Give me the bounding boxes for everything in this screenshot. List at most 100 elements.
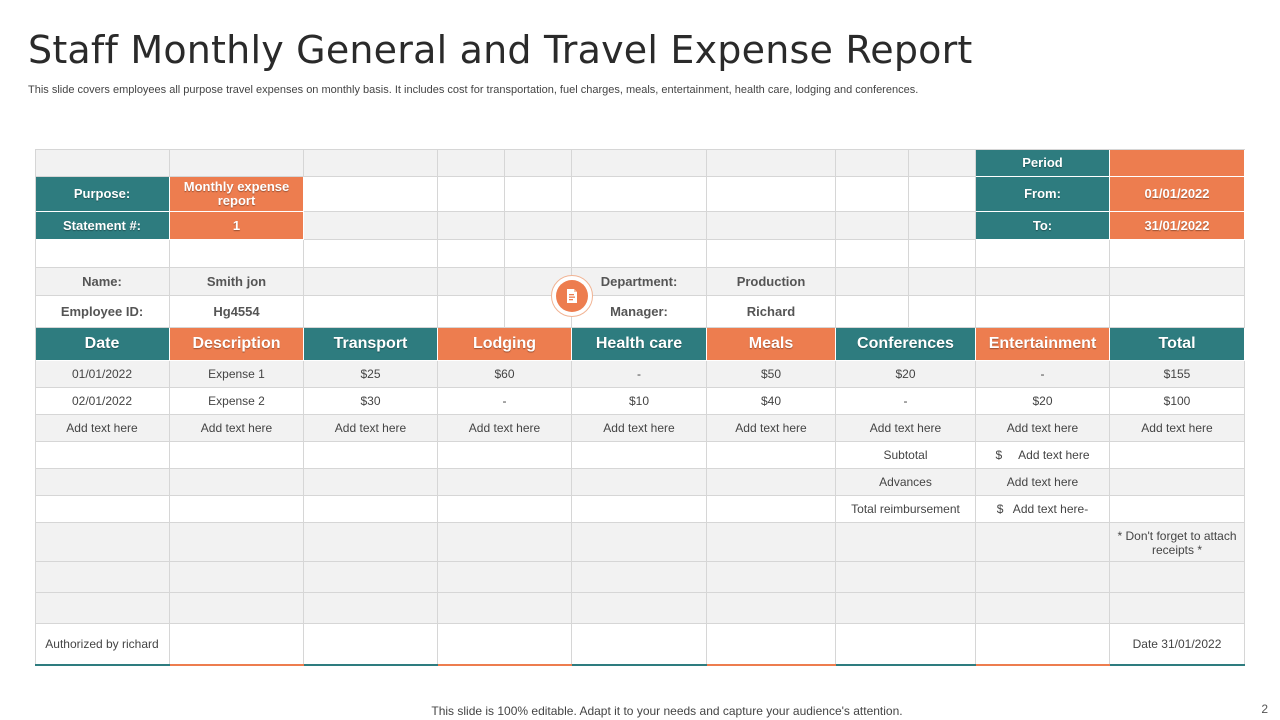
blank-cell [572,442,707,469]
blank-cell [438,624,572,665]
blank-cell [35,240,170,268]
table-cell[interactable]: $20 [976,388,1110,415]
blank-cell [707,523,836,562]
table-bottom-accent [35,664,1245,666]
table-cell[interactable]: Add text here [438,415,572,442]
statement-value[interactable]: 1 [170,212,304,240]
department-value[interactable]: Production [707,268,836,296]
accent-segment [438,664,572,666]
accent-segment [170,664,304,666]
blank-cell [909,212,976,240]
table-cell[interactable]: $25 [304,361,438,388]
table-cell[interactable]: Add text here [35,415,170,442]
column-header-date: Date [35,328,170,361]
table-cell[interactable]: $20 [836,361,976,388]
blank-cell [438,496,572,523]
table-cell[interactable]: Expense 1 [170,361,304,388]
blank-cell [976,268,1110,296]
employee-id-value[interactable]: Hg4554 [170,296,304,328]
blank-cell [438,296,505,328]
manager-value[interactable]: Richard [707,296,836,328]
blank-cell [976,593,1110,624]
table-cell[interactable]: 01/01/2022 [35,361,170,388]
signoff-date[interactable]: Date 31/01/2022 [1110,624,1245,665]
table-cell[interactable]: - [836,388,976,415]
blank-cell [707,624,836,665]
blank-cell [304,149,438,177]
table-cell[interactable]: - [438,388,572,415]
to-value[interactable]: 31/01/2022 [1110,212,1245,240]
blank-cell [572,177,707,212]
blank-cell [438,268,505,296]
table-cell[interactable]: Add text here [170,415,304,442]
blank-cell [170,469,304,496]
name-value[interactable]: Smith jon [170,268,304,296]
blank-cell [438,593,572,624]
blank-cell [505,149,572,177]
blank-cell [304,562,438,593]
blank-cell [35,469,170,496]
blank-cell [304,593,438,624]
blank-cell [572,624,707,665]
accent-segment [707,664,836,666]
page-number: 2 [1261,702,1268,716]
blank-cell [836,624,976,665]
table-cell[interactable]: $60 [438,361,572,388]
total-reimbursement-label: Total reimbursement [836,496,976,523]
table-cell[interactable]: - [976,361,1110,388]
column-header-meals: Meals [707,328,836,361]
table-cell[interactable]: Add text here [304,415,438,442]
blank-cell [707,469,836,496]
blank-cell [572,593,707,624]
from-value[interactable]: 01/01/2022 [1110,177,1245,212]
purpose-value[interactable]: Monthly expense report [170,177,304,212]
blank-cell [438,177,505,212]
blank-cell [438,240,505,268]
blank-cell [909,240,976,268]
blank-cell [438,442,572,469]
blank-cell [572,496,707,523]
advances-label: Advances [836,469,976,496]
table-cell[interactable]: $155 [1110,361,1245,388]
table-cell[interactable]: Add text here [1110,415,1245,442]
table-cell[interactable]: $100 [1110,388,1245,415]
blank-cell [304,496,438,523]
table-cell[interactable]: Add text here [836,415,976,442]
blank-cell [707,212,836,240]
blank-cell [836,240,909,268]
table-cell[interactable]: Add text here [976,415,1110,442]
page-subtitle: This slide covers employees all purpose … [28,84,919,96]
table-cell[interactable]: $30 [304,388,438,415]
table-cell[interactable]: $10 [572,388,707,415]
subtotal-value[interactable]: $ Add text here [976,442,1110,469]
authorized-by[interactable]: Authorized by richard [35,624,170,665]
name-label: Name: [35,268,170,296]
advances-value[interactable]: Add text here [976,469,1110,496]
column-header-description: Description [170,328,304,361]
blank-cell [1110,268,1245,296]
document-icon-badge [551,275,593,317]
blank-cell [505,212,572,240]
table-cell[interactable]: $50 [707,361,836,388]
blank-cell [572,562,707,593]
table-cell[interactable]: $40 [707,388,836,415]
table-cell[interactable]: Add text here [707,415,836,442]
table-cell[interactable]: Add text here [572,415,707,442]
department-label: Department: [572,268,707,296]
blank-cell [976,240,1110,268]
blank-cell [836,562,976,593]
total-reimbursement-value[interactable]: $ Add text here- [976,496,1110,523]
accent-segment [976,664,1110,666]
table-cell[interactable]: Expense 2 [170,388,304,415]
blank-cell [976,296,1110,328]
blank-cell [976,523,1110,562]
blank-cell [707,442,836,469]
table-cell[interactable]: - [572,361,707,388]
column-header-health-care: Health care [572,328,707,361]
column-header-total: Total [1110,328,1245,361]
blank-cell [836,177,909,212]
from-label: From: [976,177,1110,212]
table-cell[interactable]: 02/01/2022 [35,388,170,415]
blank-cell [304,296,438,328]
document-icon [556,280,588,312]
